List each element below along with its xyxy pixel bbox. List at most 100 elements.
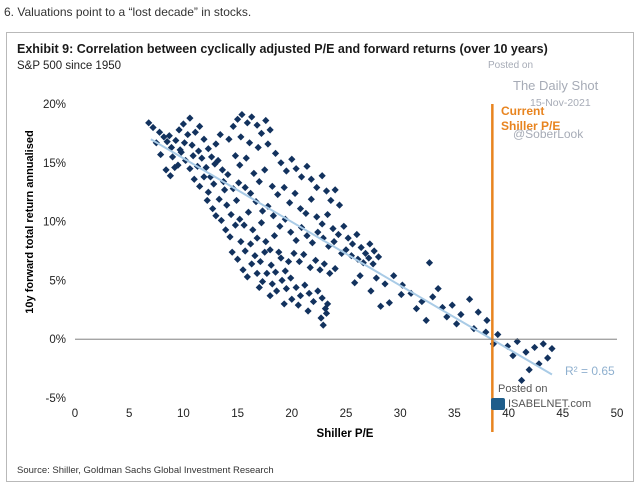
data-point xyxy=(369,260,377,268)
data-point xyxy=(253,269,261,277)
data-point xyxy=(216,130,224,139)
data-point xyxy=(270,232,279,240)
data-point xyxy=(422,316,430,324)
data-point xyxy=(226,233,234,241)
data-point xyxy=(204,188,212,196)
data-point xyxy=(322,187,331,195)
data-point xyxy=(194,147,203,155)
data-point xyxy=(367,287,375,295)
data-point xyxy=(171,163,179,172)
data-point xyxy=(397,290,405,299)
data-point xyxy=(277,159,285,167)
data-point xyxy=(281,267,289,275)
data-point xyxy=(188,141,196,149)
data-point xyxy=(331,186,339,194)
data-point xyxy=(262,237,270,246)
data-point xyxy=(175,126,183,134)
data-point xyxy=(313,183,321,192)
data-point xyxy=(287,274,295,282)
y-tick-label: 10% xyxy=(43,217,66,229)
data-point xyxy=(239,266,247,274)
data-point xyxy=(145,119,153,127)
data-point xyxy=(212,140,220,148)
y-axis-label: 10y forward total return annualised xyxy=(24,130,36,313)
data-point xyxy=(186,114,194,122)
x-tick-label: 50 xyxy=(611,408,624,420)
data-point xyxy=(347,252,356,260)
y-tick-label: 0% xyxy=(49,334,66,346)
data-point xyxy=(237,237,245,246)
data-point xyxy=(241,247,249,255)
data-point xyxy=(548,345,556,353)
chart-frame xyxy=(6,32,634,482)
figure-caption: 6. Valuations point to a “lost decade” i… xyxy=(4,5,252,19)
data-point xyxy=(372,274,380,282)
data-point xyxy=(365,254,373,262)
data-point xyxy=(162,166,170,174)
data-point xyxy=(256,257,264,266)
data-point xyxy=(247,189,255,197)
data-point xyxy=(254,143,262,152)
data-point xyxy=(224,170,232,179)
data-point xyxy=(248,113,256,121)
data-point xyxy=(218,166,227,174)
data-point xyxy=(318,220,326,228)
data-point xyxy=(457,310,465,319)
data-point xyxy=(494,330,502,339)
data-point xyxy=(291,189,299,197)
data-point xyxy=(385,299,393,307)
data-point xyxy=(240,221,248,229)
chart-title: Exhibit 9: Correlation between cyclicall… xyxy=(17,42,548,56)
data-point xyxy=(288,295,296,303)
data-point xyxy=(348,240,357,248)
data-point xyxy=(247,240,255,248)
data-point xyxy=(271,268,280,276)
watermark-daily-shot: The Daily Shot xyxy=(513,78,599,93)
data-point xyxy=(235,179,243,187)
data-point xyxy=(344,234,352,242)
x-axis-label: Shiller P/E xyxy=(317,428,374,440)
data-point xyxy=(296,292,305,300)
data-point xyxy=(412,305,421,313)
data-point xyxy=(200,173,208,181)
data-point xyxy=(304,307,312,315)
data-point xyxy=(203,196,211,205)
data-point xyxy=(248,260,256,268)
data-point xyxy=(276,222,284,230)
data-point xyxy=(330,237,338,246)
data-point xyxy=(544,354,552,362)
data-point xyxy=(357,243,365,252)
data-point xyxy=(149,123,157,132)
data-point xyxy=(278,276,286,284)
data-point xyxy=(318,294,326,302)
data-point xyxy=(198,154,206,162)
data-point xyxy=(286,199,294,207)
data-point xyxy=(262,116,270,125)
data-point xyxy=(202,163,210,172)
data-point xyxy=(509,352,517,360)
x-tick-label: 0 xyxy=(72,408,78,420)
data-point xyxy=(253,121,261,129)
data-point xyxy=(244,208,253,216)
data-point xyxy=(200,135,208,143)
data-point xyxy=(518,376,526,384)
watermark-isabelnet: ISABELNET.com xyxy=(508,398,592,410)
axes: 0 5 10 15 20 25 30 35 40 45 50 -5% 0% 5% 10% 15% 20% xyxy=(43,99,623,420)
data-point xyxy=(448,301,456,309)
data-point xyxy=(190,175,198,183)
data-point xyxy=(222,226,230,234)
data-point xyxy=(535,360,543,368)
data-point xyxy=(207,153,216,161)
data-point xyxy=(539,340,547,348)
data-point xyxy=(306,263,314,272)
data-point xyxy=(312,256,320,265)
data-point xyxy=(269,212,277,220)
data-point xyxy=(320,260,328,268)
data-point xyxy=(264,140,272,148)
data-point xyxy=(215,195,223,203)
data-point xyxy=(261,166,269,174)
x-tick-label: 20 xyxy=(285,408,298,420)
data-point xyxy=(301,281,309,289)
x-tick-label: 35 xyxy=(448,408,461,420)
data-point xyxy=(282,285,290,293)
